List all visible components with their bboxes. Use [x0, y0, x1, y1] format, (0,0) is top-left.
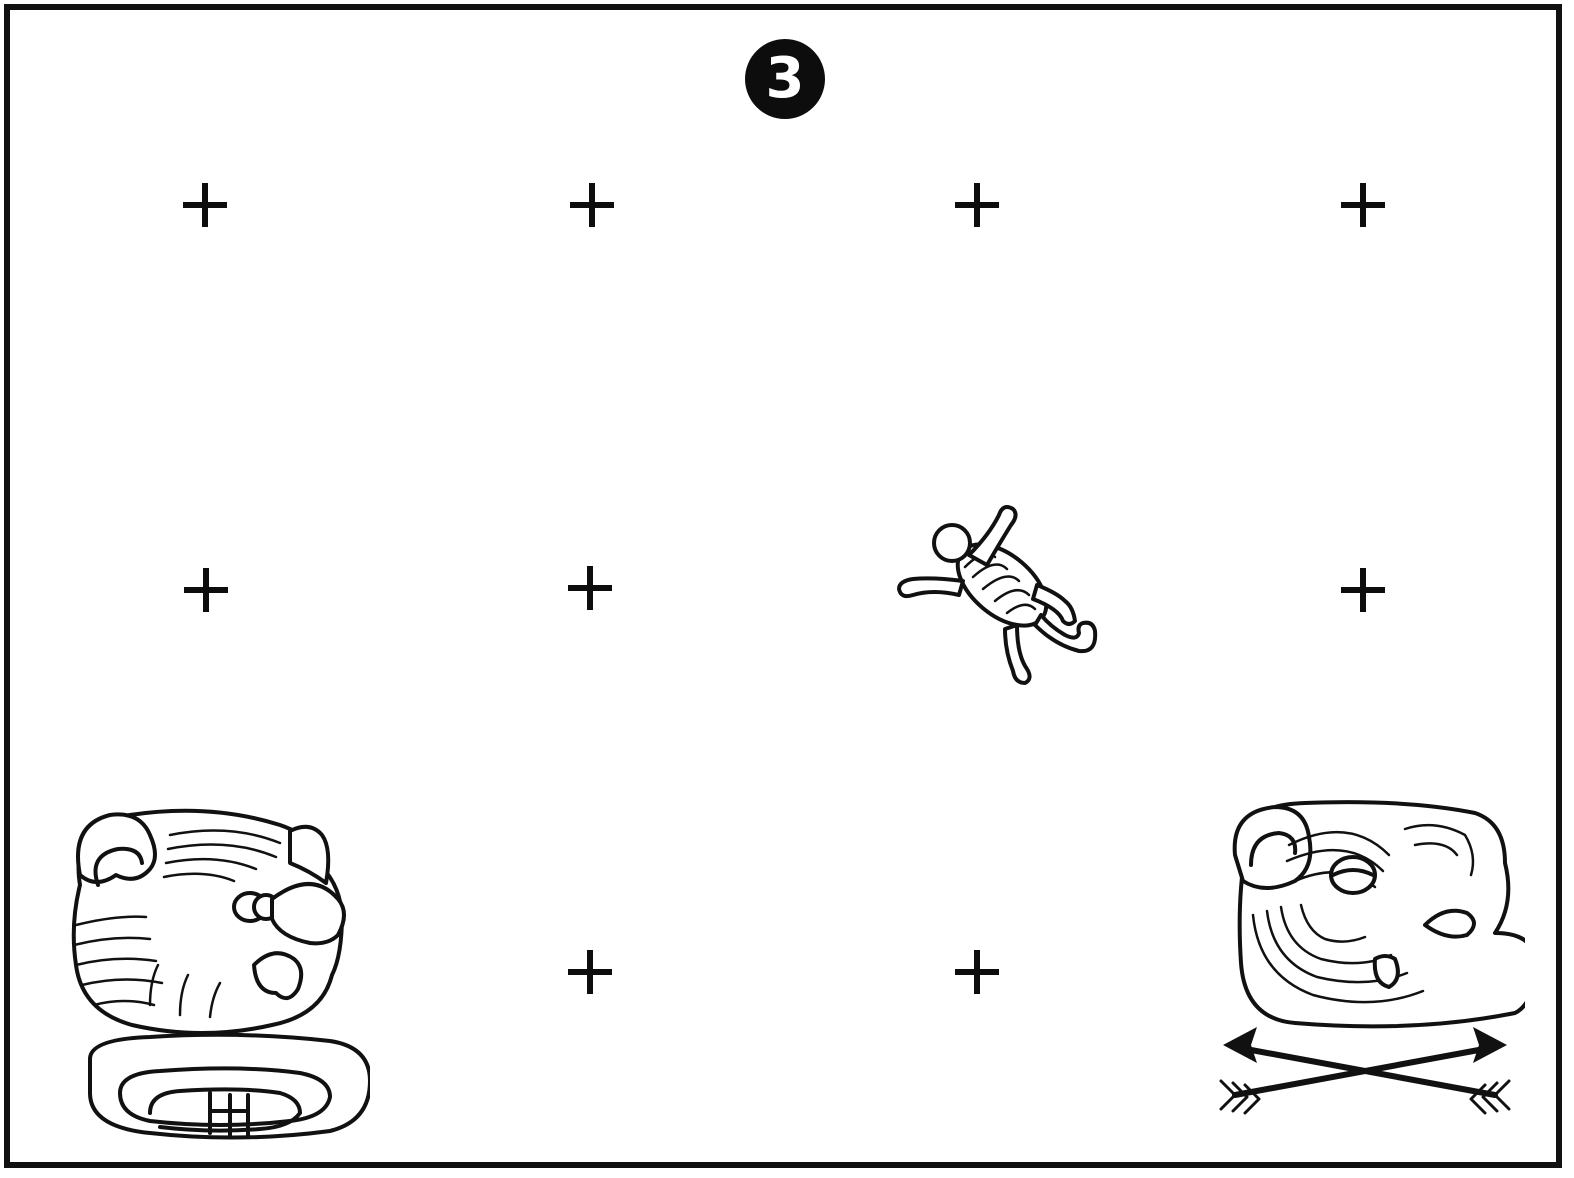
- plus-marker: [183, 183, 227, 227]
- grid-cell-r1-c4[interactable]: [1243, 85, 1483, 325]
- plus-marker: [568, 950, 612, 994]
- plus-marker: [955, 183, 999, 227]
- face-glyph-with-crossed-arrows-icon: [1219, 800, 1525, 1115]
- grid-cell-r1-c2[interactable]: [472, 85, 712, 325]
- grid-cell-r2-c4[interactable]: [1243, 470, 1483, 710]
- plus-marker: [955, 950, 999, 994]
- plus-marker: [570, 183, 614, 227]
- step-number-badge: 3: [745, 39, 825, 119]
- plus-marker: [1341, 183, 1385, 227]
- plus-marker: [1341, 568, 1385, 612]
- grid-cell-r2-c3[interactable]: [857, 470, 1098, 710]
- lizard-glyph-icon: [897, 505, 1098, 685]
- grid-cell-r2-c2[interactable]: [470, 468, 710, 708]
- grid-cell-r1-c1[interactable]: [85, 85, 325, 325]
- grid-cell-r3-c1[interactable]: [40, 795, 370, 1145]
- grid-cell-r1-c3[interactable]: [857, 85, 1097, 325]
- plus-marker: [184, 568, 228, 612]
- grid-cell-r3-c3[interactable]: [857, 852, 1097, 1092]
- grid-cell-r3-c2[interactable]: [470, 852, 710, 1092]
- grid-cell-r2-c1[interactable]: [86, 470, 326, 710]
- plus-marker: [568, 566, 612, 610]
- grid-cell-r3-c4[interactable]: [1205, 795, 1525, 1145]
- jaguar-day-glyph-icon: [71, 808, 370, 1140]
